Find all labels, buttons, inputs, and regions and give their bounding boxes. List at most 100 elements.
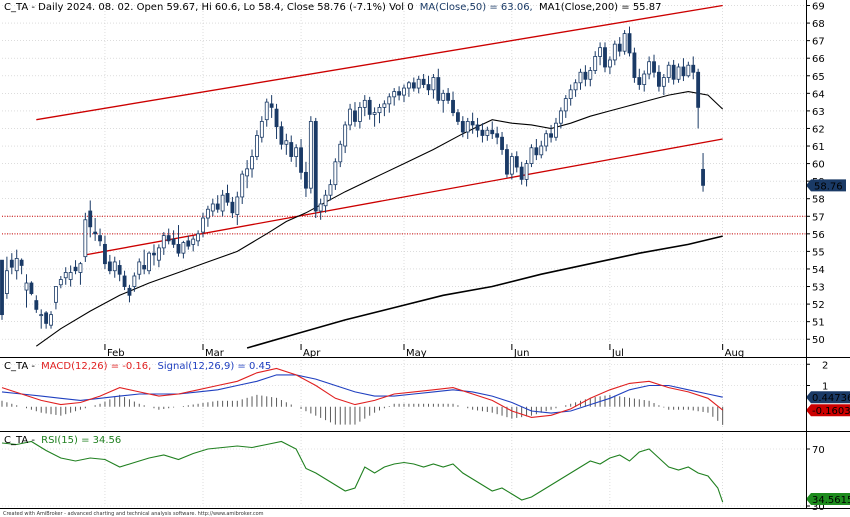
macd-grid: [2, 360, 806, 428]
ma50-line: [35, 91, 724, 347]
candle-body: [612, 43, 617, 61]
candle: [250, 149, 254, 178]
macd-badge-shape: [806, 404, 850, 417]
candle: [485, 126, 490, 141]
candle-body: [201, 217, 205, 233]
candle-body: [539, 145, 544, 156]
candle-body: [563, 98, 568, 112]
candle: [294, 144, 299, 168]
macd-histogram: [1, 394, 724, 425]
rsi-title: C_TA - RSI(15) = 34.56: [4, 435, 121, 446]
candle: [93, 218, 98, 241]
rsi-label: RSI(15) = 34.56: [41, 435, 121, 446]
candle: [279, 121, 284, 150]
candle-body: [573, 82, 578, 91]
candle: [549, 124, 553, 143]
candle: [343, 121, 348, 154]
candle-body: [421, 78, 426, 85]
candle: [519, 161, 524, 185]
candle-body: [470, 121, 475, 126]
candle: [470, 112, 475, 134]
candle: [19, 258, 24, 275]
candle: [264, 98, 269, 127]
candle-body: [357, 106, 362, 122]
candle-body: [132, 275, 137, 287]
price-y-tick-label: 55: [812, 247, 825, 258]
candle: [666, 61, 671, 83]
candle: [563, 95, 568, 118]
price-y-tick-label: 51: [812, 318, 825, 329]
candle-body: [671, 64, 676, 80]
candle-body: [661, 77, 666, 87]
candlesticks: [0, 26, 705, 329]
candle-body: [0, 259, 4, 316]
candle-body: [343, 124, 348, 147]
candle-body: [58, 279, 63, 286]
candle: [529, 144, 534, 168]
candle: [392, 88, 397, 106]
candle-body: [147, 252, 151, 272]
candle-body: [230, 201, 235, 214]
candle: [313, 117, 318, 219]
candle: [588, 66, 593, 87]
signal-line: [1, 374, 723, 414]
candle-body: [627, 33, 632, 54]
macd-y-tick-label: 1: [822, 382, 828, 393]
candle-body: [255, 135, 259, 157]
candle: [377, 103, 382, 124]
candle-body: [240, 173, 245, 198]
candle: [436, 68, 441, 104]
price-y-tick-label: 56: [812, 230, 825, 241]
candle-body: [456, 112, 460, 122]
candle: [323, 189, 328, 213]
candle-body: [603, 47, 607, 68]
candle-body: [676, 66, 681, 80]
candle-body: [446, 92, 451, 101]
candle: [4, 256, 9, 299]
candle-body: [210, 203, 215, 212]
candle: [127, 284, 132, 303]
candle: [622, 30, 627, 55]
candle: [382, 100, 387, 117]
candle: [44, 311, 49, 329]
candle-body: [63, 272, 68, 279]
candle: [14, 249, 19, 280]
candle: [475, 117, 480, 138]
candle: [122, 270, 127, 291]
ma50-label: MA(Close,50) = 63.06,: [420, 2, 533, 13]
candle-body: [304, 171, 308, 189]
candle: [446, 88, 451, 104]
candle: [210, 198, 215, 217]
candle-body: [544, 133, 549, 147]
candle-body: [264, 101, 269, 121]
candle-body: [78, 263, 83, 273]
candle: [284, 133, 289, 155]
candle-body: [681, 66, 686, 77]
candle: [387, 93, 392, 113]
candle: [240, 170, 245, 204]
candle: [34, 295, 39, 313]
price-y-tick-label: 53: [812, 283, 825, 294]
candle: [201, 212, 205, 238]
candle-body: [9, 259, 14, 268]
candle-body: [181, 242, 186, 254]
candle: [627, 26, 632, 57]
candle-body: [436, 77, 441, 101]
candle: [289, 135, 294, 162]
last-price-badge: 58.76: [806, 179, 846, 192]
candle: [397, 86, 402, 101]
candle: [328, 179, 333, 201]
candle: [647, 56, 652, 80]
candle: [431, 74, 436, 99]
candle-body: [411, 82, 416, 89]
macd-title-prefix: C_TA -: [4, 361, 35, 372]
rsi-badge: 34.5615: [806, 493, 850, 506]
price-x-tick-label: Mar: [205, 348, 225, 359]
candle-body: [112, 261, 117, 272]
candle: [661, 74, 666, 96]
candle: [534, 138, 539, 161]
macd-label: MACD(12,26) = -0.16,: [41, 361, 151, 372]
ma200-label: MA1(Close,200) = 55.87: [539, 2, 662, 13]
candle-body: [348, 108, 352, 126]
candle: [117, 260, 122, 282]
